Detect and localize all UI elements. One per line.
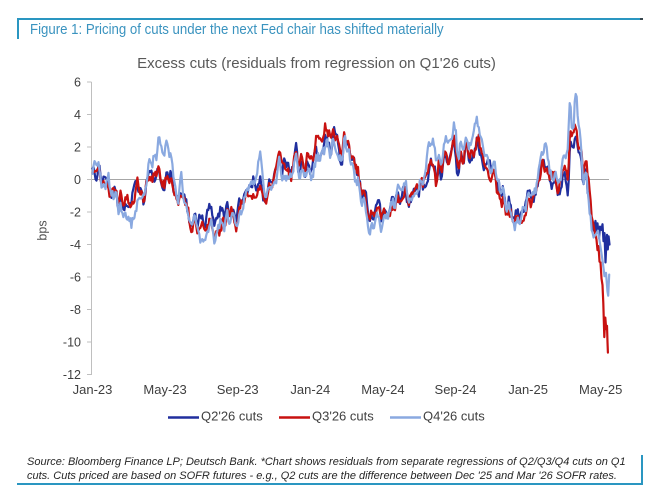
svg-text:0: 0 <box>74 173 81 187</box>
svg-text:Q2'26 cuts: Q2'26 cuts <box>201 409 263 424</box>
svg-text:-8: -8 <box>70 303 81 317</box>
svg-text:May-25: May-25 <box>579 382 622 397</box>
svg-text:-2: -2 <box>70 205 81 219</box>
svg-text:4: 4 <box>74 108 81 122</box>
svg-text:Sep-23: Sep-23 <box>217 382 259 397</box>
svg-text:Sep-24: Sep-24 <box>435 382 477 397</box>
svg-text:2: 2 <box>74 140 81 154</box>
svg-text:Jan-23: Jan-23 <box>73 382 113 397</box>
svg-text:Jan-24: Jan-24 <box>290 382 330 397</box>
svg-text:Q4'26 cuts: Q4'26 cuts <box>423 409 485 424</box>
svg-text:-6: -6 <box>70 270 81 284</box>
svg-text:-10: -10 <box>63 335 81 349</box>
svg-text:bps: bps <box>36 220 50 240</box>
svg-text:May-23: May-23 <box>143 382 186 397</box>
svg-text:6: 6 <box>74 75 81 89</box>
svg-text:-12: -12 <box>63 368 81 382</box>
svg-text:Jan-25: Jan-25 <box>508 382 548 397</box>
svg-text:Excess cuts (residuals from re: Excess cuts (residuals from regression o… <box>137 55 496 72</box>
svg-text:May-24: May-24 <box>361 382 404 397</box>
svg-text:-4: -4 <box>70 238 81 252</box>
svg-text:Q3'26 cuts: Q3'26 cuts <box>312 409 374 424</box>
